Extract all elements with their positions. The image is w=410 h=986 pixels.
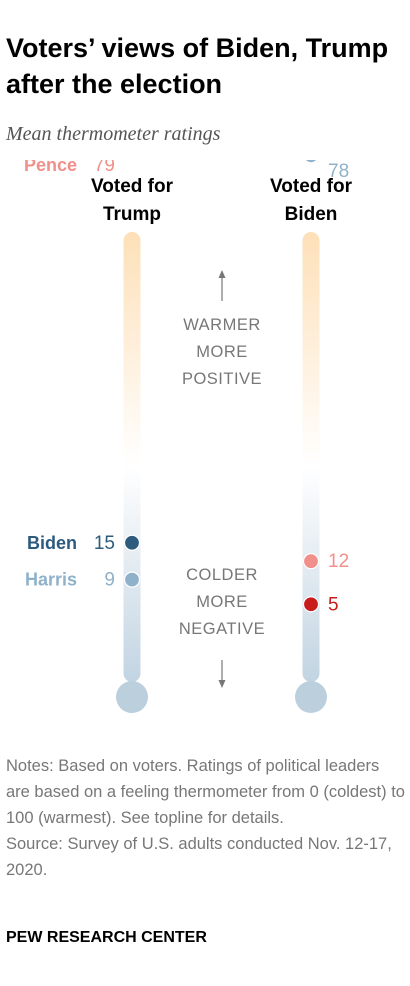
value-label: 12 [328, 551, 349, 572]
thermometer-tube [123, 232, 141, 682]
colder-annotation: COLDER MORE NEGATIVE [179, 566, 265, 688]
thermometer-bulb [295, 681, 327, 713]
data-point-harris [123, 571, 141, 588]
annotation-text: WARMER [183, 316, 261, 334]
chart-notes: Notes: Based on voters. Ratings of polit… [6, 753, 406, 883]
value-label: 15 [94, 533, 115, 554]
value-label: 79 [94, 160, 115, 176]
column-label: Biden [285, 204, 338, 225]
column-voted-for-biden: Voted for Biden 7978125 [270, 160, 353, 713]
value-label: 78 [328, 161, 349, 182]
thermometer-tube [302, 232, 320, 682]
name-label: Biden [27, 533, 77, 553]
name-label: Harris [25, 570, 77, 590]
chart-subtitle: Mean thermometer ratings [6, 123, 221, 145]
footer-brand: PEW RESEARCH CENTER [6, 929, 207, 946]
column-label: Voted for [270, 176, 353, 197]
value-label: 5 [328, 594, 339, 615]
thermometer-chart: Voted for Trump 80Trump79Pence15Biden9Ha… [0, 160, 410, 730]
arrowhead-up-icon [218, 270, 226, 278]
annotation-text: POSITIVE [182, 370, 262, 388]
annotation-text: MORE [196, 343, 248, 361]
name-label: Pence [24, 160, 77, 175]
annotation-text: MORE [196, 593, 248, 611]
data-point-biden [123, 534, 141, 551]
notes-text: Notes: Based on voters. Ratings of polit… [6, 757, 405, 827]
data-point-trump [302, 596, 320, 613]
column-voted-for-trump: Voted for Trump 80Trump79Pence15Biden9Ha… [24, 160, 174, 713]
annotation-text: NEGATIVE [179, 620, 265, 638]
column-label: Trump [103, 204, 161, 225]
data-point-pence [302, 553, 320, 570]
thermometer-bulb [116, 681, 148, 713]
source-text: Source: Survey of U.S. adults conducted … [6, 835, 392, 879]
value-label: 9 [104, 570, 115, 591]
column-label: Voted for [91, 176, 174, 197]
arrowhead-down-icon [218, 680, 226, 688]
annotation-text: COLDER [186, 566, 258, 584]
chart-svg: Voted for Trump 80Trump79Pence15Biden9Ha… [24, 160, 353, 713]
chart-title: Voters’ views of Biden, Trump after the … [6, 33, 389, 99]
warmer-annotation: WARMER MORE POSITIVE [182, 270, 262, 388]
data-point-harris [304, 160, 318, 164]
